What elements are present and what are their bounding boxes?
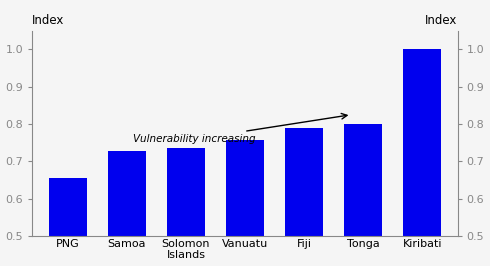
Bar <box>108 151 146 236</box>
Bar <box>49 178 87 236</box>
Text: Vulnerability increasing: Vulnerability increasing <box>133 114 347 144</box>
Text: Index: Index <box>32 14 65 27</box>
Text: Index: Index <box>425 14 458 27</box>
Bar <box>167 148 205 236</box>
Bar <box>344 124 382 236</box>
Bar <box>226 140 264 236</box>
Bar <box>285 128 323 236</box>
Bar <box>403 49 441 236</box>
